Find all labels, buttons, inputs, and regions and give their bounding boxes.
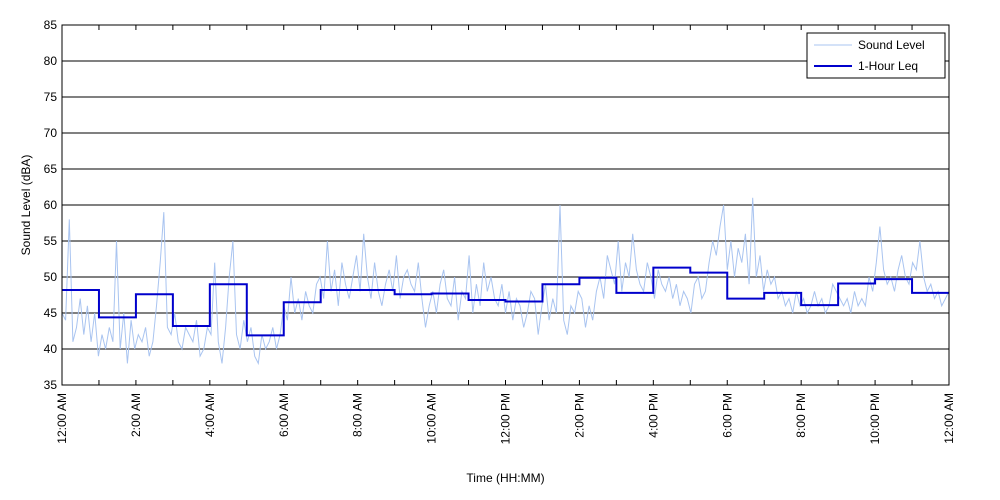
x-tick-label: 10:00 AM [425, 393, 439, 444]
axis-ticks [61, 25, 950, 385]
x-tick-label: 6:00 AM [277, 393, 291, 437]
y-axis-title: Sound Level (dBA) [19, 155, 33, 256]
x-tick-label: 4:00 PM [646, 393, 660, 438]
y-tick-label: 85 [44, 18, 58, 32]
x-tick-label: 12:00 AM [942, 393, 956, 444]
legend-label-1-hour-leq: 1-Hour Leq [858, 59, 918, 73]
x-tick-label: 4:00 AM [203, 393, 217, 437]
x-tick-label: 12:00 AM [55, 393, 69, 444]
x-axis-title: Time (HH:MM) [466, 471, 544, 485]
legend-label-sound-level: Sound Level [858, 38, 925, 52]
series-1-hour-leq [62, 266, 949, 337]
y-tick-label: 45 [44, 306, 58, 320]
x-tick-label: 8:00 PM [794, 393, 808, 438]
legend-box [806, 32, 946, 79]
x-tick-label: 12:00 PM [499, 393, 513, 444]
x-tick-label: 8:00 AM [351, 393, 365, 437]
y-tick-label: 60 [44, 198, 58, 212]
plot-series [61, 197, 950, 366]
y-tick-label: 80 [44, 54, 58, 68]
legend: Sound Level 1-Hour Leq [806, 32, 946, 79]
y-tick-label: 35 [44, 378, 58, 392]
y-tick-label: 40 [44, 342, 58, 356]
series-sound-level [61, 197, 950, 366]
x-tick-label: 10:00 PM [868, 393, 882, 444]
y-tick-label: 70 [44, 126, 58, 140]
x-tick-labels: 12:00 AM 2:00 AM 4:00 AM 6:00 AM 8:00 AM 10:0… [55, 393, 956, 444]
x-tick-label: 2:00 AM [129, 393, 143, 437]
y-tick-labels: 35 40 45 50 55 60 65 70 75 80 85 [44, 18, 58, 392]
x-tick-label: 2:00 PM [572, 393, 586, 438]
y-tick-label: 50 [44, 270, 58, 284]
y-tick-label: 55 [44, 234, 58, 248]
y-tick-label: 75 [44, 90, 58, 104]
y-tick-label: 65 [44, 162, 58, 176]
x-tick-label: 6:00 PM [720, 393, 734, 438]
